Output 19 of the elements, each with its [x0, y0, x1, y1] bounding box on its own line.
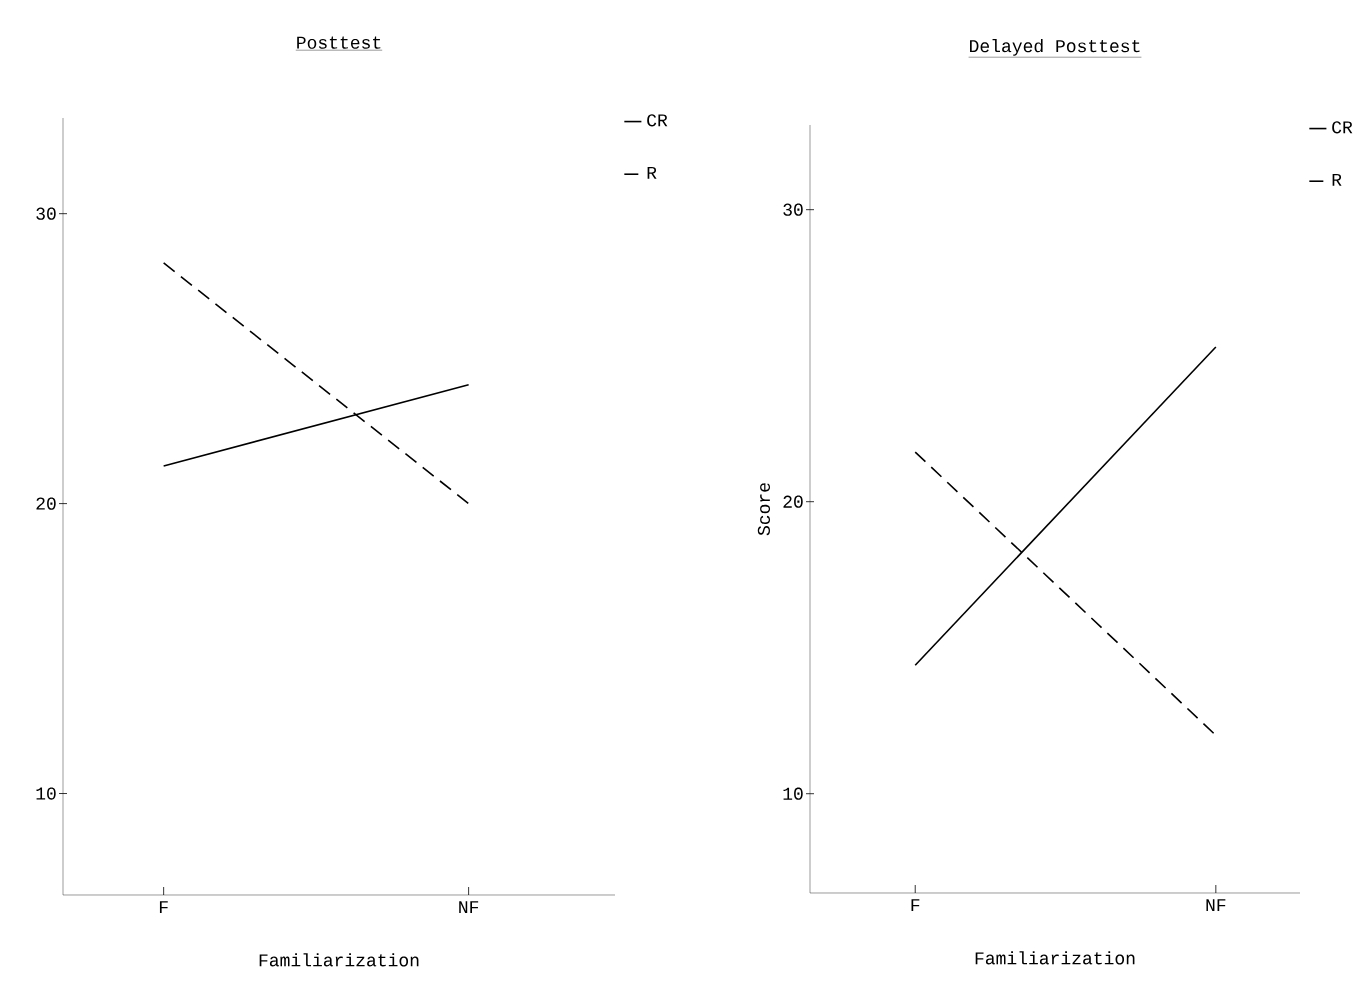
x-tick-label: F	[911, 899, 920, 912]
legend-label: CR	[647, 114, 668, 127]
x-tick-label: F	[159, 901, 168, 914]
x-tick-label: NF	[459, 901, 479, 914]
legend-label: CR	[1332, 121, 1353, 134]
x-axis-title: Familiarization	[259, 953, 419, 967]
x-tick-label: NF	[1206, 899, 1226, 912]
chart-title: Delayed Posttest	[970, 39, 1140, 56]
y-tick-label: 20	[36, 497, 56, 510]
y-tick-label: 10	[36, 787, 56, 800]
y-tick-label: 30	[36, 207, 56, 220]
y-axis-title: Score	[757, 483, 770, 536]
y-tick-label: 10	[783, 787, 803, 800]
x-axis-title: Familiarization	[975, 951, 1135, 965]
legend-label: R	[647, 166, 657, 179]
y-tick-label: 20	[783, 495, 803, 508]
legend-label: R	[1332, 173, 1342, 186]
y-tick-label: 30	[783, 203, 803, 216]
chart-title: Posttest	[297, 36, 381, 49]
